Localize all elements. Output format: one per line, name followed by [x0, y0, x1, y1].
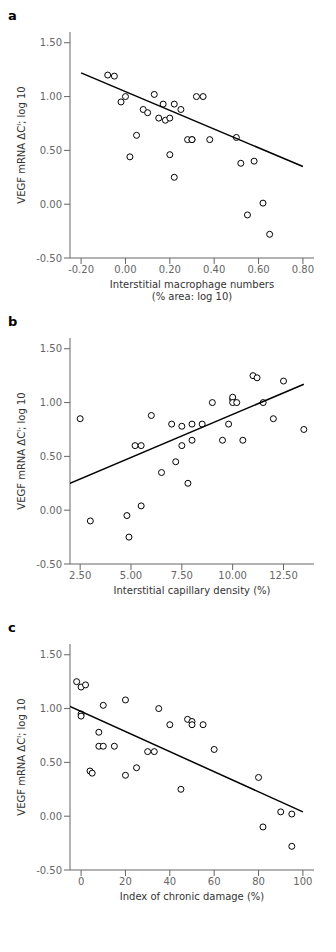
svg-text:12.50: 12.50	[269, 570, 298, 581]
svg-text:VEGF mRNA ΔCᴵ; log 10: VEGF mRNA ΔCᴵ; log 10	[16, 86, 27, 203]
svg-text:-0.50: -0.50	[36, 253, 62, 264]
svg-text:VEGF mRNA ΔCᴵ; log 10: VEGF mRNA ΔCᴵ; log 10	[16, 698, 27, 815]
svg-text:2.50: 2.50	[69, 570, 91, 581]
svg-text:40: 40	[163, 876, 176, 887]
svg-text:0: 0	[78, 876, 84, 887]
svg-text:80: 80	[252, 876, 265, 887]
svg-text:Interstitial macrophage number: Interstitial macrophage numbers(% area: …	[110, 279, 274, 302]
svg-text:1.00: 1.00	[40, 703, 62, 714]
html-text:c: c	[8, 620, 16, 635]
svg-text:100: 100	[293, 876, 312, 887]
svg-text:0.80: 0.80	[292, 264, 314, 275]
svg-text:0.00: 0.00	[40, 199, 62, 210]
svg-text:0.40: 0.40	[203, 264, 225, 275]
svg-text:60: 60	[208, 876, 221, 887]
svg-text:0.50: 0.50	[40, 451, 62, 462]
svg-text:1.00: 1.00	[40, 91, 62, 102]
html-text:b: b	[8, 314, 18, 329]
svg-text:1.50: 1.50	[40, 343, 62, 354]
svg-text:0.50: 0.50	[40, 757, 62, 768]
svg-text:1.00: 1.00	[40, 397, 62, 408]
svg-text:1.50: 1.50	[40, 649, 62, 660]
svg-text:VEGF mRNA ΔCᴵ; log 10: VEGF mRNA ΔCᴵ; log 10	[16, 392, 27, 509]
svg-text:0.20: 0.20	[159, 264, 181, 275]
svg-text:5.00: 5.00	[120, 570, 142, 581]
svg-text:1.50: 1.50	[40, 37, 62, 48]
svg-text:Interstitial capillary density: Interstitial capillary density (%)	[114, 585, 271, 596]
html-text:a: a	[8, 8, 17, 23]
svg-text:Index of chronic damage (%): Index of chronic damage (%)	[120, 891, 265, 902]
svg-text:10.00: 10.00	[218, 570, 247, 581]
svg-text:-0.20: -0.20	[68, 264, 94, 275]
svg-text:7.50: 7.50	[171, 570, 193, 581]
svg-text:-0.50: -0.50	[36, 865, 62, 876]
svg-text:0.00: 0.00	[114, 264, 136, 275]
svg-text:20: 20	[119, 876, 132, 887]
svg-text:0.00: 0.00	[40, 505, 62, 516]
svg-text:0.50: 0.50	[40, 145, 62, 156]
svg-text:0.60: 0.60	[247, 264, 269, 275]
svg-text:-0.50: -0.50	[36, 559, 62, 570]
svg-text:0.00: 0.00	[40, 811, 62, 822]
